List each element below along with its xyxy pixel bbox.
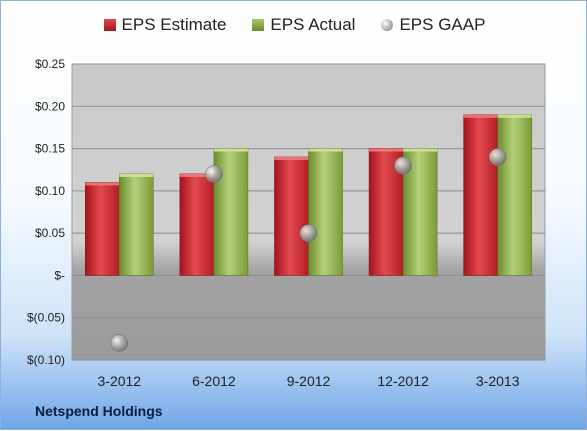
legend-label-eps-gaap: EPS GAAP — [399, 15, 486, 34]
bar-eps-estimate-cap — [369, 148, 404, 152]
gaap-point — [299, 224, 318, 242]
legend-swatch-eps-estimate — [103, 19, 116, 31]
x-axis-ticks: 3-2012 6-2012 9-2012 12-2012 3-2013 — [98, 373, 520, 389]
legend: EPS Estimate EPS Actual EPS GAAP — [1, 15, 587, 35]
bar-eps-actual-cap — [403, 148, 438, 152]
legend-swatch-eps-gaap — [381, 19, 394, 31]
legend-item-eps-estimate: EPS Estimate — [103, 15, 227, 35]
x-tick-label: 3-2012 — [98, 373, 142, 389]
y-tick-label: $- — [54, 268, 65, 282]
legend-item-eps-actual: EPS Actual — [252, 15, 355, 35]
bar-eps-actual-cap — [213, 148, 248, 152]
bar-eps-estimate-cap — [463, 114, 498, 118]
x-tick-label: 3-2013 — [476, 373, 520, 389]
y-tick-label: $0.15 — [35, 142, 65, 156]
bar-eps-estimate — [179, 173, 215, 276]
gaap-point — [488, 148, 507, 166]
legend-label-eps-estimate: EPS Estimate — [121, 15, 227, 34]
bar-eps-actual-cap — [308, 148, 343, 152]
bar-eps-estimate — [274, 156, 309, 276]
company-title: Netspend Holdings — [35, 403, 163, 419]
bar-eps-estimate-cap — [85, 182, 120, 186]
bar-eps-estimate — [463, 114, 499, 276]
y-tick-label: $(0.05) — [27, 311, 65, 325]
gaap-point — [394, 156, 412, 175]
gaap-point — [205, 165, 223, 183]
y-tick-label: $0.20 — [35, 99, 65, 113]
x-tick-label: 12-2012 — [377, 373, 429, 389]
x-tick-label: 6-2012 — [192, 373, 236, 389]
gaap-points — [110, 148, 507, 352]
legend-swatch-eps-actual — [252, 19, 265, 31]
bar-eps-actual — [497, 114, 533, 276]
gaap-point — [110, 334, 129, 352]
bar-eps-actual — [308, 148, 343, 276]
bar-eps-estimate-cap — [274, 157, 309, 161]
bar-eps-estimate-cap — [179, 173, 214, 177]
bar-eps-actual — [119, 173, 154, 276]
legend-item-eps-gaap: EPS GAAP — [381, 15, 485, 35]
y-tick-label: $(0.10) — [27, 353, 65, 367]
legend-label-eps-actual: EPS Actual — [270, 15, 356, 34]
bar-eps-actual-cap — [119, 173, 154, 177]
y-tick-label: $0.05 — [35, 226, 65, 240]
bar-eps-actual-cap — [497, 114, 532, 118]
bars — [85, 114, 533, 276]
y-axis-ticks: $0.25 $0.20 $0.15 $0.10 $0.05 $- $(0.05) $(0.10… — [27, 57, 65, 367]
y-tick-label: $0.25 — [35, 57, 65, 71]
x-tick-label: 9-2012 — [287, 373, 331, 389]
y-tick-label: $0.10 — [35, 184, 65, 198]
bar-eps-estimate — [85, 182, 120, 276]
